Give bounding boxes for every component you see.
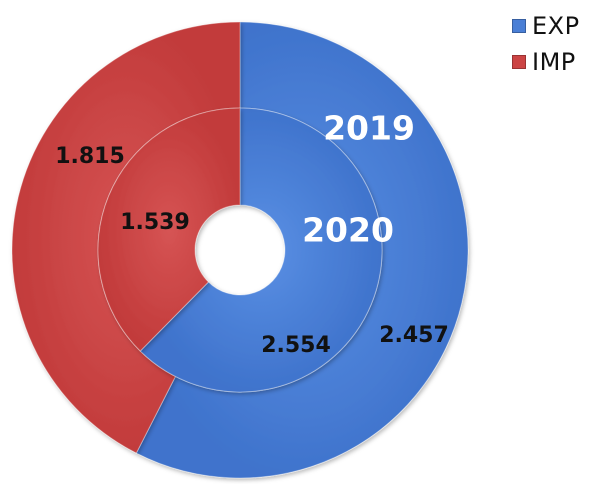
legend-item-exp[interactable]: EXP — [512, 8, 580, 44]
slice-2020-imp[interactable] — [97, 107, 241, 352]
ring-label-2020: 2020 — [302, 211, 394, 250]
legend-swatch-imp — [512, 55, 526, 69]
legend-label-exp: EXP — [532, 12, 580, 40]
legend-item-imp[interactable]: IMP — [512, 44, 580, 80]
legend-swatch-exp — [512, 19, 526, 33]
legend: EXP IMP — [512, 8, 580, 80]
slice-2020-exp[interactable] — [139, 107, 383, 393]
legend-label-imp: IMP — [532, 48, 576, 76]
ring-label-2019: 2019 — [323, 109, 415, 148]
data-label-2019-imp: 1.815 — [55, 144, 125, 169]
data-label-2020-exp: 2.554 — [261, 333, 331, 358]
data-label-2020-imp: 1.539 — [120, 210, 190, 235]
data-label-2019-exp: 2.457 — [379, 323, 449, 348]
